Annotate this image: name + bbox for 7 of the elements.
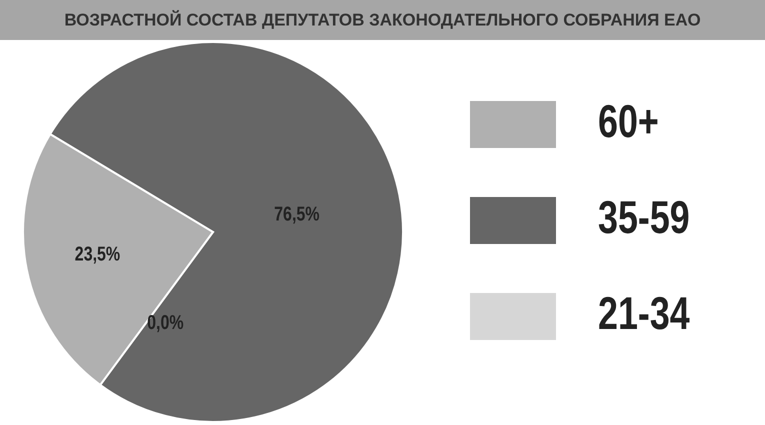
data-label: 76,5%	[274, 202, 320, 225]
legend-label: 35-59	[598, 192, 690, 244]
data-label: 23,5%	[74, 242, 120, 265]
legend-label: 21-34	[598, 288, 690, 340]
chart-title: ВОЗРАСТНОЙ СОСТАВ ДЕПУТАТОВ ЗАКОНОДАТЕЛЬНОГО СОБРАНИЯ ЕАО	[64, 9, 701, 30]
legend-label: 60+	[598, 96, 659, 148]
text: 0,0%	[147, 311, 184, 334]
